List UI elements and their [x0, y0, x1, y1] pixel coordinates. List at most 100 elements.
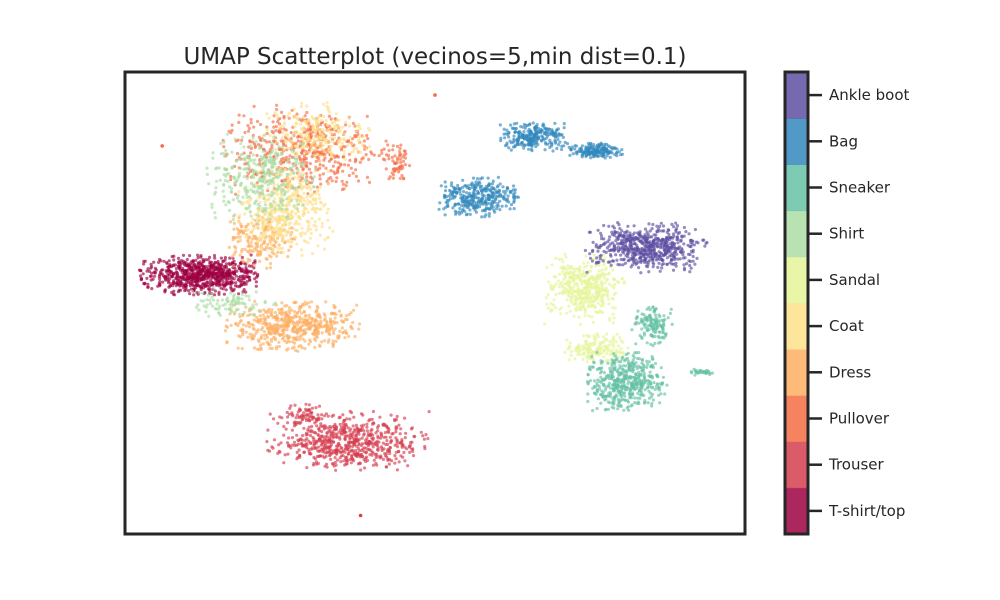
scatter-point: [386, 426, 390, 430]
scatter-point: [386, 448, 390, 453]
scatter-point: [241, 195, 245, 199]
scatter-point: [281, 234, 285, 238]
scatter-point: [563, 276, 567, 280]
scatter-point: [169, 265, 174, 269]
scatter-point: [663, 392, 667, 396]
scatter-point: [315, 304, 319, 309]
scatter-point: [633, 396, 637, 400]
scatter-point: [413, 434, 417, 439]
scatter-point: [403, 436, 407, 440]
scatter-point: [559, 312, 563, 316]
scatter-point: [184, 283, 188, 287]
scatter-point: [371, 421, 375, 425]
scatter-point: [562, 289, 566, 293]
scatter-point: [367, 440, 371, 444]
scatter-point: [285, 304, 289, 308]
scatter-point: [299, 248, 303, 252]
scatter-point: [564, 255, 568, 259]
scatter-point: [330, 414, 334, 418]
scatter-point: [263, 154, 267, 158]
scatter-point: [348, 450, 352, 454]
scatter-point: [224, 262, 228, 266]
scatter-point: [320, 331, 324, 335]
scatter-point: [187, 289, 191, 293]
scatter-point: [176, 256, 181, 260]
scatter-point: [227, 245, 231, 249]
scatter-point: [247, 325, 252, 329]
scatter-point: [326, 123, 330, 127]
scatter-point: [211, 268, 216, 272]
scatter-point: [375, 440, 379, 444]
scatter-point: [583, 265, 587, 269]
scatter-point: [228, 208, 232, 213]
scatter-point: [404, 431, 408, 435]
scatter-point: [252, 327, 256, 332]
scatter-point: [281, 182, 285, 186]
scatter-point: [226, 132, 230, 136]
scatter-point: [300, 253, 304, 258]
scatter-point: [210, 295, 214, 299]
scatter-point: [212, 253, 217, 258]
scatter-point: [289, 245, 293, 249]
scatter-point: [235, 152, 240, 156]
scatter-point: [264, 257, 268, 261]
scatter-point: [599, 401, 603, 405]
scatter-point: [325, 465, 329, 469]
scatter-point: [621, 355, 625, 359]
scatter-point: [263, 200, 267, 204]
scatter-point: [248, 204, 252, 208]
scatter-point: [619, 380, 623, 384]
scatter-point: [263, 133, 267, 137]
scatter-point: [393, 169, 397, 173]
scatter-point: [215, 267, 219, 271]
scatter-point: [195, 305, 199, 309]
scatter-point: [317, 217, 321, 221]
scatter-point: [300, 415, 304, 419]
scatter-point: [632, 379, 636, 383]
scatter-point: [257, 206, 261, 210]
scatter-point: [259, 184, 264, 188]
scatter-point: [289, 199, 294, 203]
scatter-point: [273, 310, 277, 315]
scatter-point: [282, 116, 286, 120]
scatter-point: [315, 134, 319, 138]
scatter-point: [266, 428, 270, 432]
scatter-point: [362, 450, 366, 454]
scatter-point: [245, 279, 249, 284]
scatter-point: [274, 140, 279, 144]
scatter-point: [341, 125, 345, 129]
scatter-point: [635, 381, 639, 385]
scatter-point: [248, 307, 252, 311]
scatter-point: [213, 256, 217, 260]
scatter-point: [287, 248, 291, 252]
scatter-point: [365, 437, 369, 441]
scatter-point: [242, 310, 246, 314]
scatter-point: [196, 256, 200, 260]
scatter-point: [336, 458, 340, 462]
scatter-point: [334, 339, 338, 344]
scatter-point: [335, 176, 339, 180]
scatter-point: [277, 243, 281, 247]
scatter-point: [237, 285, 241, 289]
scatter-point: [271, 120, 275, 124]
scatter-point: [386, 143, 390, 147]
scatter-point: [608, 366, 612, 370]
scatter-point: [602, 371, 607, 375]
scatter-point: [274, 345, 279, 349]
scatter-point: [326, 414, 330, 418]
scatter-point: [365, 114, 369, 118]
scatter-point: [188, 262, 192, 266]
scatter-point: [384, 153, 389, 157]
scatter-point: [324, 412, 328, 416]
scatter-point: [552, 298, 556, 302]
scatter-point: [578, 322, 583, 326]
scatter-point: [309, 200, 313, 204]
scatter-point: [391, 148, 395, 152]
scatter-point: [295, 413, 299, 417]
scatter-point: [334, 463, 338, 467]
scatter-point: [611, 306, 615, 310]
scatter-point: [221, 276, 225, 280]
scatter-point: [346, 144, 350, 148]
scatter-point: [194, 258, 198, 262]
scatter-point: [252, 313, 257, 317]
